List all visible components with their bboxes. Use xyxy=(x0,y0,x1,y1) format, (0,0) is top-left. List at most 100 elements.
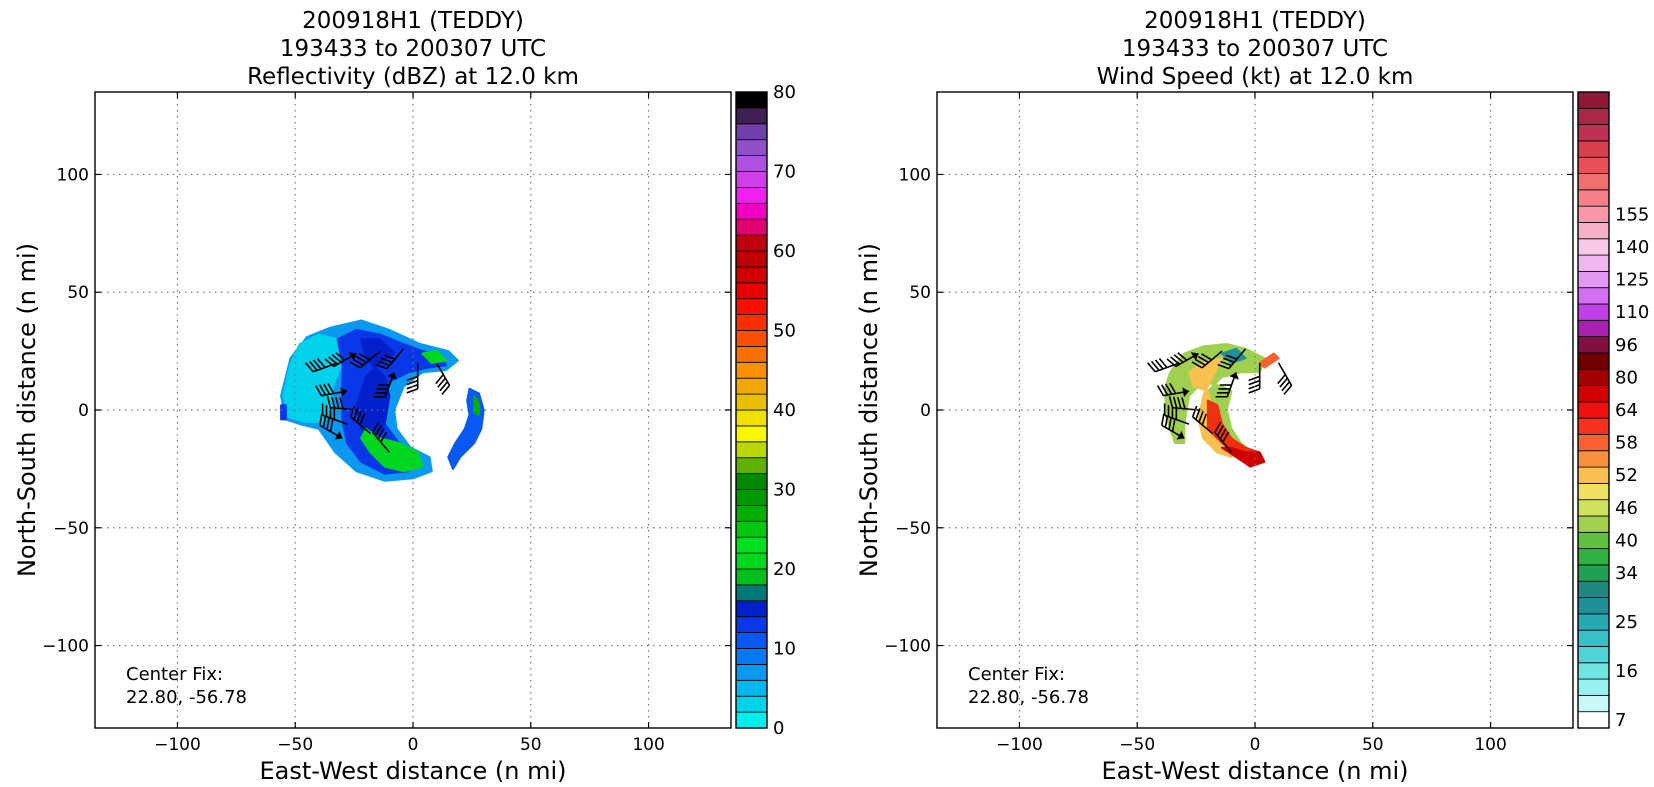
colorbar-tick-label: 80 xyxy=(1615,367,1638,388)
colorbar-tick-label: 110 xyxy=(1615,302,1649,323)
colorbar-segment xyxy=(1577,613,1610,631)
field-region-9 xyxy=(280,404,287,421)
y-tick-label: 100 xyxy=(57,165,89,185)
colorbar-tick-label: 40 xyxy=(773,400,796,421)
colorbar-segment xyxy=(735,457,768,475)
x-tick-label: −100 xyxy=(996,735,1043,755)
wind-barb-feather xyxy=(1160,384,1169,396)
wind-barb-feather xyxy=(1220,360,1232,367)
colorbar-segment xyxy=(1577,515,1610,533)
wind-barb-feather xyxy=(1177,396,1182,409)
wind-barb-feather xyxy=(1168,396,1174,408)
wind-barb-pennant xyxy=(1229,372,1239,380)
colorbar-segment xyxy=(735,504,768,522)
wind-barb-feather xyxy=(312,359,322,370)
x-tick-label: −50 xyxy=(277,735,313,755)
wind-barb-feather xyxy=(1164,415,1169,428)
wind-barb xyxy=(1248,362,1261,394)
y-tick-label: −50 xyxy=(53,519,89,539)
wind-barb-feather xyxy=(328,356,339,365)
colorbar-tick-label: 58 xyxy=(1615,433,1638,454)
wind-barb xyxy=(406,362,419,394)
colorbar-segment xyxy=(735,345,768,363)
colorbar-segment xyxy=(1577,319,1610,338)
y-tick-label: 0 xyxy=(78,401,89,421)
wind-barb-feather xyxy=(1181,397,1186,410)
x-tick-label: −100 xyxy=(154,735,201,755)
colorbar-tick-label: 40 xyxy=(1615,530,1638,551)
wind-barb-feather xyxy=(1168,417,1172,430)
colorbar-segment xyxy=(735,473,768,490)
colorbar-segment xyxy=(1577,548,1610,566)
wind-barb xyxy=(319,413,343,440)
wind-barb-feather xyxy=(318,384,327,396)
wind-barb-feather xyxy=(355,355,367,364)
colorbar-segment xyxy=(735,314,768,331)
colorbar-tick-label: 0 xyxy=(773,718,784,739)
colorbar-segment xyxy=(735,123,768,141)
colorbar-segment xyxy=(735,393,768,411)
colorbar-segment xyxy=(735,171,768,188)
colorbar-segment xyxy=(735,632,768,649)
wind-barb xyxy=(1214,421,1233,453)
colorbar-segment xyxy=(735,361,768,379)
wind-barb-feather xyxy=(1169,382,1177,394)
colorbar-segment xyxy=(735,616,768,634)
wind-barb-feather xyxy=(327,382,335,394)
wind-barb-feather xyxy=(308,360,318,371)
chart-title-line-3: Reflectivity (dBZ) at 12.0 km xyxy=(247,64,579,90)
colorbar-segment xyxy=(735,552,768,570)
y-tick-label: −100 xyxy=(42,637,89,657)
wind-barb-feather xyxy=(1166,358,1177,368)
colorbar-tick-label: 60 xyxy=(773,241,796,262)
wind-barb-feather xyxy=(1165,383,1173,395)
wind-barb-feather xyxy=(1222,357,1235,364)
wind-barb-feather xyxy=(406,388,418,394)
wind-barb-feather xyxy=(1173,354,1184,363)
wind-barb xyxy=(1277,362,1293,395)
colorbar-segment xyxy=(735,489,768,506)
wind-barb xyxy=(375,348,405,370)
colorbar-segment xyxy=(735,282,768,300)
colorbar-tick-label: 20 xyxy=(773,559,796,580)
field-region-6 xyxy=(421,350,447,364)
chart-title-line-3: Wind Speed (kt) at 12.0 km xyxy=(1097,64,1414,90)
colorbar-segment xyxy=(1577,254,1610,272)
wind-barb-pennant xyxy=(1176,430,1185,440)
wind-barb-feather xyxy=(1248,379,1260,386)
wind-barb-feather xyxy=(1197,355,1209,364)
colorbar-segment xyxy=(1577,173,1610,191)
colorbar-segment xyxy=(735,250,768,268)
center-fix-text: Center Fix: xyxy=(968,664,1065,685)
colorbar-segment xyxy=(1577,107,1610,126)
grid-lines xyxy=(937,92,1573,728)
x-tick-label: 100 xyxy=(632,735,664,755)
colorbar-segment xyxy=(735,202,768,220)
colorbar-tick-label: 52 xyxy=(1615,465,1638,486)
wind-barb-feather xyxy=(380,357,393,364)
wind-barb-feather xyxy=(1222,431,1230,443)
wind-barb-feather xyxy=(1172,396,1178,409)
colorbar-tick-label: 34 xyxy=(1615,563,1638,584)
wind-barb-feather xyxy=(331,354,342,363)
wind-barb-feather xyxy=(322,415,327,428)
wind-barb-feather xyxy=(1281,381,1291,392)
y-tick-label: −50 xyxy=(895,519,931,539)
wind-barb xyxy=(349,405,372,435)
wind-barb xyxy=(349,350,381,369)
wind-barb-feather xyxy=(339,397,344,410)
wind-barb-pennant xyxy=(1182,387,1190,398)
colorbar-tick-label: 16 xyxy=(1615,661,1638,682)
x-tick-label: −50 xyxy=(1119,735,1155,755)
wind-barb-feather xyxy=(359,353,371,361)
colorbar-segment xyxy=(1577,91,1610,109)
colorbar-segment xyxy=(1577,564,1610,582)
colorbar-segment xyxy=(1577,189,1610,207)
wind-barb xyxy=(324,352,357,368)
x-tick-label: 100 xyxy=(1474,735,1506,755)
wind-barb xyxy=(1161,413,1185,440)
colorbar-segment xyxy=(735,584,768,602)
colorbar-segment xyxy=(735,186,768,204)
colorbar-segment xyxy=(1577,450,1610,468)
x-axis-label: East-West distance (n mi) xyxy=(259,757,566,785)
